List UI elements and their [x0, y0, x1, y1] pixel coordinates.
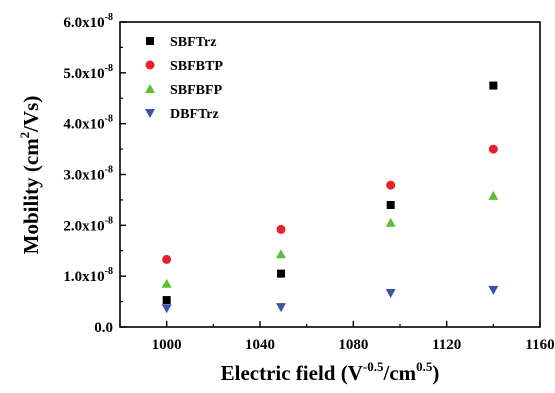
y-axis-title: Mobility (cm2/Vs)	[17, 96, 43, 255]
legend-label: DBFTrz	[170, 107, 219, 122]
x-tick-label: 1080	[338, 337, 368, 353]
data-point	[276, 224, 286, 234]
x-axis-title: Electric field (V-0.5/cm0.5)	[221, 359, 440, 385]
legend-marker	[145, 60, 155, 70]
x-tick-label: 1000	[152, 337, 182, 353]
data-point	[488, 190, 499, 200]
data-point	[385, 217, 396, 227]
data-point	[385, 288, 396, 298]
legend-marker	[146, 37, 154, 45]
series-dbftrz	[161, 285, 499, 314]
legend-label: SBFTrz	[170, 35, 216, 50]
legend: SBFTrz SBFBTP SBFBFP DBFTrz	[145, 35, 223, 122]
y-tick-label: 4.0x10-8	[63, 114, 113, 133]
series-sbfbtp	[162, 144, 498, 264]
data-point	[488, 144, 498, 154]
x-tick-label: 1120	[432, 337, 461, 353]
data-point	[277, 269, 285, 278]
data-point	[162, 254, 172, 264]
legend-marker	[145, 109, 155, 118]
axis-ticks: 1000 1040 1080 1120 1160 0.0 1.0x10-8 2.0x10-8 3…	[63, 12, 554, 353]
legend-label: SBFBFP	[170, 83, 223, 98]
data-point	[276, 303, 286, 313]
data-point	[386, 201, 395, 209]
data-point	[489, 81, 498, 90]
x-tick-label: 1160	[525, 337, 554, 353]
legend-label: SBFBTP	[170, 59, 223, 74]
y-tick-label: 1.0x10-8	[63, 266, 113, 285]
data-point	[386, 180, 396, 190]
y-tick-label: 0.0	[94, 320, 113, 336]
series-sbftrz	[162, 81, 498, 305]
y-tick-label: 2.0x10-8	[63, 215, 113, 234]
data-point	[161, 278, 172, 288]
data-point	[161, 304, 172, 314]
legend-marker	[145, 84, 155, 93]
data-point	[488, 285, 499, 295]
x-tick-label: 1040	[245, 337, 275, 353]
data-point	[276, 249, 286, 259]
y-tick-label: 3.0x10-8	[63, 165, 113, 184]
data-point	[162, 296, 171, 305]
series-sbfbfp	[161, 190, 499, 288]
y-tick-label: 5.0x10-8	[63, 63, 113, 82]
y-tick-label: 6.0x10-8	[63, 12, 113, 31]
data-points	[161, 81, 499, 314]
